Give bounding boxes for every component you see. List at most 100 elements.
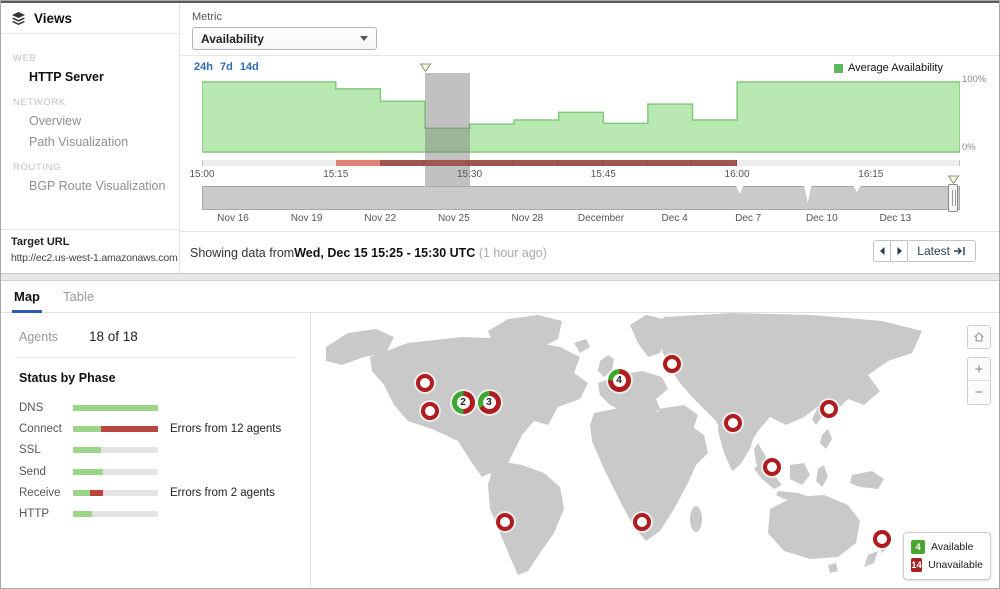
agent-cluster-count: 4 xyxy=(612,373,626,387)
home-icon xyxy=(974,332,984,342)
tab-map[interactable]: Map xyxy=(12,281,42,313)
sidebar-item-bgp-route-visualization[interactable]: BGP Route Visualization xyxy=(29,179,166,193)
latest-button[interactable]: Latest xyxy=(907,240,976,262)
agent-marker-unavailable[interactable] xyxy=(416,374,434,392)
sidebar-section-heading-network: NETWORK xyxy=(13,97,66,108)
metric-select-dropdown[interactable]: Availability xyxy=(192,27,377,50)
agents-count: 18 of 18 xyxy=(89,329,138,344)
phase-label: Send xyxy=(19,465,46,478)
phase-bar xyxy=(73,468,158,475)
agent-marker-unavailable[interactable] xyxy=(820,400,838,418)
layers-icon xyxy=(11,11,26,25)
data-status-bar: Showing data from Wed, Dec 15 15:25 - 15… xyxy=(180,231,999,273)
phase-bar xyxy=(73,404,158,411)
phase-segment-green xyxy=(73,447,102,454)
range-link-14d[interactable]: 14d xyxy=(239,61,259,73)
zoom-in-button[interactable]: + xyxy=(968,358,990,381)
status-text-prefix: Showing data from xyxy=(190,245,295,260)
date-tick-nov-25: Nov 25 xyxy=(437,213,470,224)
legend-badge-available: 4 xyxy=(911,540,925,554)
phase-segment-green xyxy=(73,425,102,432)
sidebar-title: Views xyxy=(34,10,73,26)
agent-cluster-marker[interactable]: 2 xyxy=(451,390,475,414)
availability-area-chart[interactable] xyxy=(202,81,960,153)
brush-dips xyxy=(736,186,861,203)
brush-handle[interactable] xyxy=(948,184,958,212)
range-link-24h[interactable]: 24h xyxy=(194,61,213,73)
error-window-light xyxy=(335,160,381,166)
land-uk xyxy=(598,355,614,377)
map-legend-label: Unavailable xyxy=(928,559,983,571)
skip-to-latest-icon xyxy=(954,247,965,255)
sidebar-item-overview[interactable]: Overview xyxy=(29,114,82,128)
agent-marker-available[interactable] xyxy=(763,458,781,476)
phase-row-dns: DNS xyxy=(1,397,310,418)
date-tick-dec-10: Dec 10 xyxy=(805,213,838,224)
agent-marker-unavailable[interactable] xyxy=(663,355,681,373)
selection-handle-icon[interactable] xyxy=(419,63,432,73)
phase-error-note: Errors from 12 agents xyxy=(170,422,282,435)
agent-cluster-marker[interactable]: 3 xyxy=(477,390,501,414)
phase-segment-green xyxy=(73,511,92,518)
sidebar-sections: WEB HTTP Server NETWORK Overview Path Visual… xyxy=(1,34,179,197)
map-legend-label: Available xyxy=(931,541,974,553)
date-tick-nov-16: Nov 16 xyxy=(217,213,249,224)
target-url-label: Target URL xyxy=(11,236,70,248)
metric-label: Metric xyxy=(192,11,222,23)
history-brush[interactable] xyxy=(202,186,960,210)
land-iceland xyxy=(574,339,590,353)
next-round-button[interactable] xyxy=(891,240,909,262)
date-tick-nov-28: Nov 28 xyxy=(511,213,544,224)
selected-round-band[interactable] xyxy=(424,73,470,186)
legend-badge-unavailable: 14 xyxy=(911,558,923,572)
previous-round-button[interactable] xyxy=(873,240,891,262)
chart-panel: Metric Availability 24h 7d 14d Average Ava… xyxy=(180,3,999,273)
agents-label: Agents xyxy=(19,330,58,344)
agent-marker-unavailable[interactable] xyxy=(633,513,651,531)
agent-marker-unavailable[interactable] xyxy=(421,402,439,420)
latest-button-label: Latest xyxy=(917,244,950,258)
phase-row-connect: Connect Errors from 12 agents xyxy=(1,418,310,439)
phase-bar xyxy=(73,489,158,496)
error-window-dark xyxy=(380,160,738,166)
agent-cluster-count: 2 xyxy=(456,395,470,409)
availability-timeline: 15:00 15:15 15:30 15:45 16:00 16:15 Nov 16 Nov… xyxy=(189,63,960,239)
phase-segment-red xyxy=(90,489,103,496)
round-nav-buttons xyxy=(873,240,909,262)
land-borneo xyxy=(790,463,810,485)
time-tick-15-45: 15:45 xyxy=(590,169,616,180)
phase-error-note: Errors from 2 agents xyxy=(170,486,275,499)
land-australia xyxy=(768,495,860,559)
target-url-box: Target URL http://ec2.us-west-1.amazonaw… xyxy=(1,229,179,273)
y-axis-min-label: 0% xyxy=(962,142,976,153)
brush-handle-icon[interactable] xyxy=(947,175,960,185)
range-link-7d[interactable]: 7d xyxy=(219,61,233,73)
agent-marker-unavailable[interactable] xyxy=(873,530,891,548)
agent-marker-unavailable[interactable] xyxy=(724,414,742,432)
map-zoom-controls: + − xyxy=(967,357,991,405)
legend-swatch-green xyxy=(834,63,843,73)
metric-select-value: Availability xyxy=(201,31,264,46)
agent-marker-unavailable[interactable] xyxy=(496,513,514,531)
land-nz-south xyxy=(864,551,878,567)
zoom-out-button[interactable]: − xyxy=(974,384,984,401)
phase-label: DNS xyxy=(19,401,44,414)
map-home-button[interactable] xyxy=(967,325,991,349)
phase-bar xyxy=(73,425,158,432)
agent-cluster-marker[interactable]: 4 xyxy=(607,368,631,392)
target-url-value: http://ec2.us-west-1.amazonaws.com xyxy=(11,252,178,264)
status-text-ago: (1 hour ago) xyxy=(475,245,547,260)
sidebar-item-http-server[interactable]: HTTP Server xyxy=(29,70,104,84)
time-range-links: 24h 7d 14d xyxy=(194,61,266,73)
sidebar-item-path-visualization[interactable]: Path Visualization xyxy=(29,135,129,149)
land-madagascar xyxy=(690,506,702,532)
tab-table[interactable]: Table xyxy=(63,289,95,304)
metric-row: Metric Availability xyxy=(180,3,999,56)
arrow-right-icon xyxy=(897,247,902,255)
phase-segment-green xyxy=(73,489,90,496)
views-sidebar: Views WEB HTTP Server NETWORK Overview Path … xyxy=(1,3,180,273)
phase-label: Receive xyxy=(19,486,61,499)
land-philippines xyxy=(820,429,832,449)
